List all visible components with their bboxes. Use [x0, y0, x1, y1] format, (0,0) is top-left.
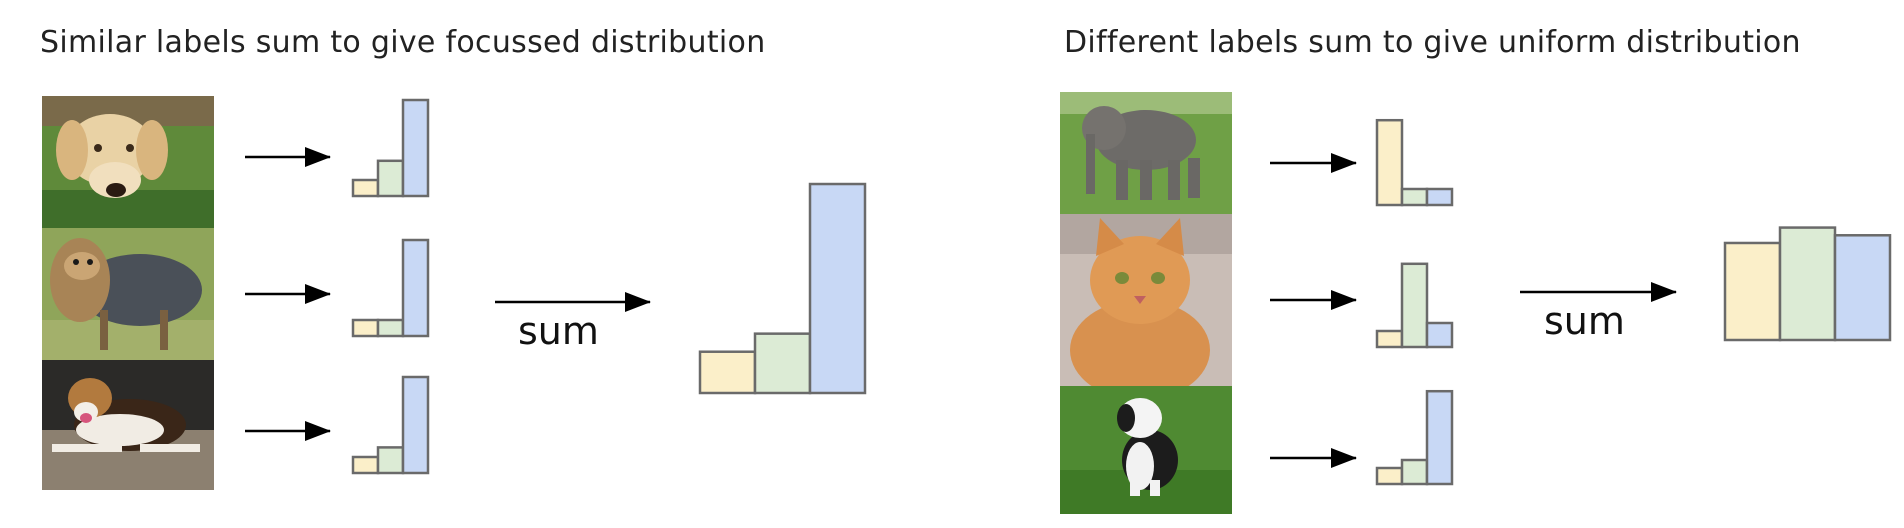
label-c-bar [401, 375, 430, 475]
label-a-bar [1723, 241, 1782, 342]
label-a-bar [1375, 466, 1404, 486]
label-distribution [351, 98, 430, 198]
label-b-bar [1400, 187, 1429, 207]
label-b-bar [376, 159, 405, 198]
label-a-bar [1375, 118, 1404, 207]
label-c-bar [1425, 187, 1454, 207]
label-a-bar [698, 350, 757, 395]
sum-label: sum [518, 309, 599, 353]
label-c-bar [401, 98, 430, 198]
label-distribution [1375, 389, 1454, 486]
label-b-bar [376, 446, 405, 475]
label-distribution [1375, 118, 1454, 207]
label-a-bar [351, 455, 380, 475]
elephant-photo [1060, 92, 1232, 214]
label-c-bar [1425, 389, 1454, 486]
label-b-bar [1400, 262, 1429, 349]
label-a-bar [1375, 329, 1404, 349]
label-distribution [1375, 262, 1454, 349]
label-distribution [351, 375, 430, 475]
label-a-bar [351, 178, 380, 198]
label-a-bar [351, 318, 380, 338]
beagle-photo [42, 360, 214, 490]
panel-title: Similar labels sum to give focussed dist… [40, 25, 766, 60]
panel-title: Different labels sum to give uniform dis… [1064, 25, 1801, 60]
label-distribution [351, 238, 430, 338]
panel-different: Different labels sum to give uniform dis… [1060, 25, 1892, 514]
sum-label: sum [1544, 299, 1625, 343]
label-c-bar [1425, 321, 1454, 349]
cat-photo [1060, 214, 1232, 400]
summed-distribution [1723, 226, 1892, 342]
label-b-bar [1778, 226, 1837, 342]
label-b-bar [753, 332, 812, 395]
golden-retriever-photo [42, 96, 214, 228]
sheepdog-puppy-photo [1060, 386, 1232, 514]
label-c-bar [1833, 234, 1892, 342]
label-b-bar [1400, 458, 1429, 486]
label-b-bar [376, 318, 405, 338]
yorkshire-terrier-photo [42, 228, 214, 360]
panel-similar: Similar labels sum to give focussed dist… [40, 25, 867, 490]
label-c-bar [808, 182, 867, 395]
label-c-bar [401, 238, 430, 338]
summed-distribution [698, 182, 867, 395]
